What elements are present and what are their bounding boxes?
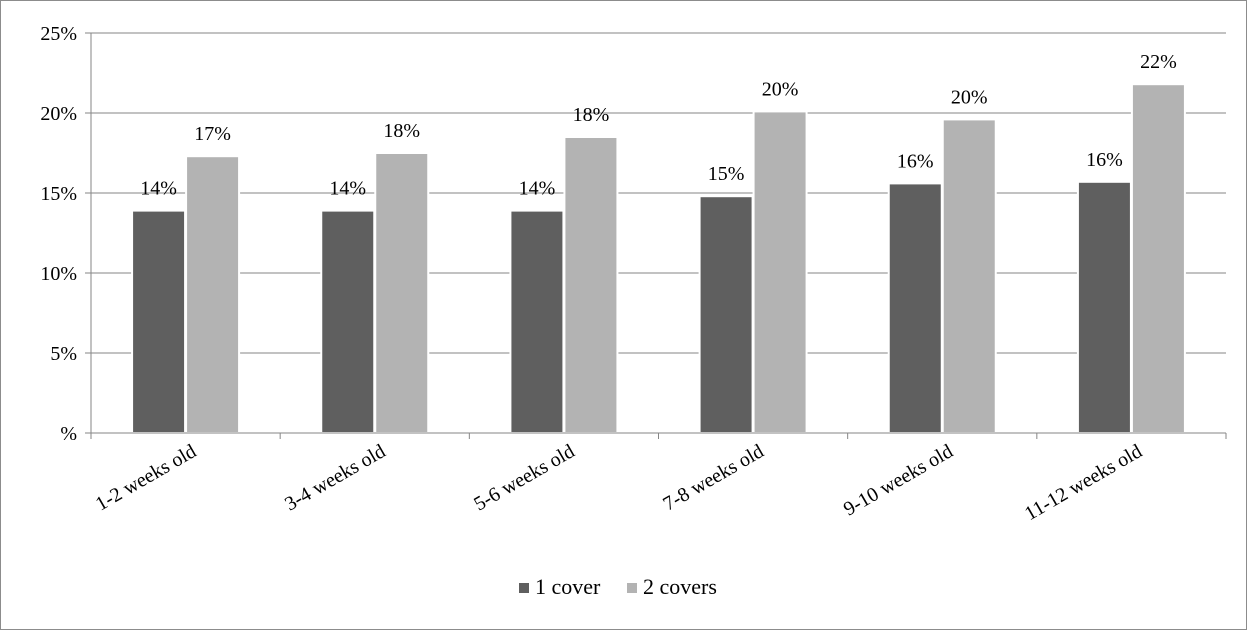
data-label: 14% xyxy=(140,178,177,200)
y-tick-label: 25% xyxy=(40,23,77,45)
data-label: 16% xyxy=(897,150,934,172)
legend-label: 2 covers xyxy=(643,574,717,599)
y-tick-label: 10% xyxy=(40,263,77,285)
x-category-label: 11-12 weeks old xyxy=(1021,440,1146,525)
bar xyxy=(752,110,808,435)
bar xyxy=(374,152,430,434)
data-label: 16% xyxy=(1086,149,1123,171)
bar xyxy=(698,195,754,434)
data-label: 14% xyxy=(329,178,366,200)
bar xyxy=(320,209,376,434)
y-tick-label: % xyxy=(60,423,77,445)
y-tick-label: 5% xyxy=(50,343,77,365)
data-label: 20% xyxy=(951,86,988,108)
bar xyxy=(887,182,943,434)
bar xyxy=(131,209,187,434)
y-tick-label: 15% xyxy=(40,183,77,205)
x-category-label: 9-10 weeks old xyxy=(840,440,957,520)
data-label: 17% xyxy=(194,123,231,145)
x-category-label: 7-8 weeks old xyxy=(659,440,767,515)
legend-swatch xyxy=(627,583,637,593)
legend-swatch xyxy=(519,583,529,593)
data-label: 15% xyxy=(708,163,745,185)
data-label: 14% xyxy=(519,178,556,200)
data-label: 20% xyxy=(762,78,799,100)
bar xyxy=(1130,83,1186,434)
bar xyxy=(185,155,241,434)
y-tick-label: 20% xyxy=(40,103,77,125)
bar xyxy=(563,136,619,434)
data-label: 18% xyxy=(573,104,610,126)
x-category-label: 1-2 weeks old xyxy=(92,440,200,515)
legend-label: 1 cover xyxy=(535,574,601,599)
x-category-label: 3-4 weeks old xyxy=(281,440,389,515)
bar xyxy=(509,209,565,434)
x-category-label: 5-6 weeks old xyxy=(470,440,578,515)
bar xyxy=(1076,180,1132,434)
data-label: 22% xyxy=(1140,51,1177,73)
bar xyxy=(941,118,997,435)
data-label: 18% xyxy=(383,120,420,142)
